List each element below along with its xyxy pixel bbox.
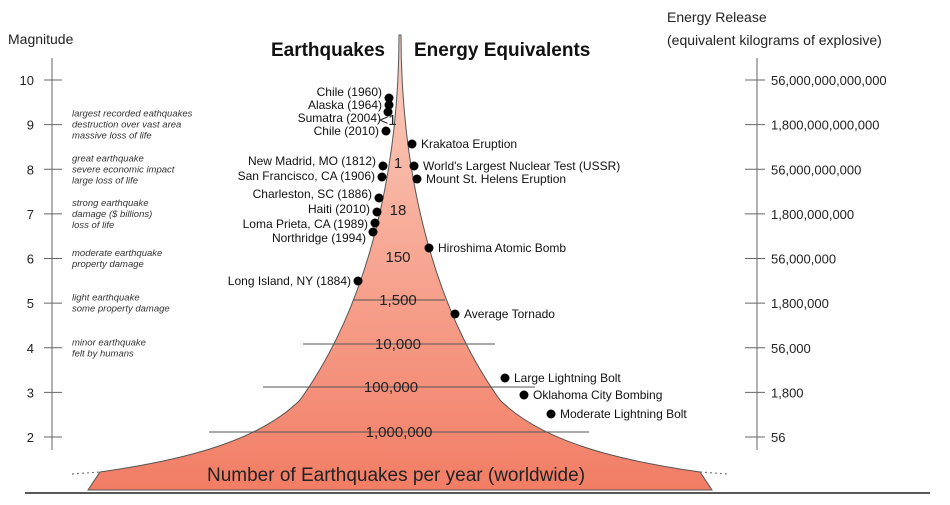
energy-equivalent-point <box>450 309 460 319</box>
earthquake-label: New Madrid, MO (1812) <box>248 154 376 168</box>
energy-tick-label: 56 <box>771 430 785 445</box>
energy-equivalent-point <box>412 174 422 184</box>
earthquake-point <box>378 161 388 171</box>
earthquake-count-label: 1 <box>394 155 402 172</box>
funnel-base-left-dots <box>71 471 101 475</box>
magnitude-description: some property damage <box>72 304 170 315</box>
energy-tick-label: 1,800,000,000 <box>771 207 854 222</box>
magnitude-description: moderate earthquake <box>72 248 162 259</box>
title-energy-equivalents: Energy Equivalents <box>414 40 590 61</box>
magnitude-tick-label: 6 <box>27 252 34 267</box>
right-axis-label-line1: Energy Release <box>667 9 767 25</box>
magnitude-description: severe economic impact <box>72 164 175 175</box>
magnitude-tick-label: 2 <box>27 430 34 445</box>
magnitude-description: large loss of life <box>72 175 138 186</box>
energy-tick-label: 56,000,000 <box>771 252 836 267</box>
energy-equivalent-point <box>500 373 510 383</box>
energy-equivalent-label: Mount St. Helens Eruption <box>426 172 566 186</box>
earthquake-point <box>377 172 387 182</box>
magnitude-description: great earthquake <box>72 153 144 164</box>
earthquake-label: Loma Prieta, CA (1989) <box>243 217 368 231</box>
magnitude-tick-label: 9 <box>27 118 34 133</box>
earthquake-point <box>384 93 394 103</box>
magnitude-description: felt by humans <box>72 348 134 359</box>
magnitude-description: strong earthquake <box>72 198 149 209</box>
energy-equivalent-point <box>519 390 529 400</box>
energy-equivalent-point <box>424 243 434 253</box>
earthquake-point <box>384 100 394 110</box>
earthquake-point <box>383 107 393 117</box>
earthquake-point <box>368 227 378 237</box>
energy-equivalent-label: World's Largest Nuclear Test (USSR) <box>423 159 620 173</box>
earthquake-label: Sumatra (2004) <box>298 111 381 125</box>
energy-equivalent-point <box>407 139 417 149</box>
magnitude-description: minor earthquake <box>72 337 146 348</box>
energy-equivalent-label: Hiroshima Atomic Bomb <box>438 241 566 255</box>
energy-tick-label: 56,000,000,000,000 <box>771 73 887 88</box>
funnel-base-right-dots <box>699 471 729 475</box>
earthquake-point <box>381 126 391 136</box>
earthquake-label: Northridge (1994) <box>272 231 366 245</box>
earthquake-label: Chile (1960) <box>317 85 382 99</box>
earthquake-count-label: 10,000 <box>375 336 421 353</box>
earthquake-label: Charleston, SC (1886) <box>253 187 372 201</box>
magnitude-tick-label: 5 <box>27 296 34 311</box>
earthquake-count-label: 100,000 <box>364 379 418 396</box>
magnitude-tick-label: 10 <box>20 73 34 88</box>
earthquake-count-label: 150 <box>385 249 410 266</box>
right-axis-label-line2: (equivalent kilograms of explosive) <box>667 32 882 48</box>
earthquake-label: San Francisco, CA (1906) <box>238 169 375 183</box>
magnitude-tick-label: 4 <box>27 341 34 356</box>
energy-tick-label: 1,800,000 <box>771 296 829 311</box>
earthquake-label: Long Island, NY (1884) <box>228 274 351 288</box>
energy-equivalent-point <box>409 161 419 171</box>
right-axis: Energy Release (equivalent kilograms of … <box>667 9 887 450</box>
magnitude-tick-label: 3 <box>27 385 34 400</box>
energy-equivalent-label: Krakatoa Eruption <box>421 137 517 151</box>
earthquake-point <box>353 276 363 286</box>
magnitude-tick-label: 8 <box>27 162 34 177</box>
funnel-shape <box>87 34 713 491</box>
energy-tick-label: 1,800,000,000,000 <box>771 118 879 133</box>
title-bottom: Number of Earthquakes per year (worldwid… <box>207 465 585 486</box>
magnitude-tick-label: 7 <box>27 207 34 222</box>
earthquake-point <box>370 218 380 228</box>
energy-equivalent-label: Moderate Lightning Bolt <box>560 407 687 421</box>
earthquake-label: Chile (2010) <box>314 124 379 138</box>
energy-equivalent-label: Large Lightning Bolt <box>514 371 621 385</box>
magnitude-description: destruction over vast area <box>72 120 181 131</box>
energy-tick-label: 56,000 <box>771 341 811 356</box>
earthquake-label: Alaska (1964) <box>308 98 382 112</box>
energy-equivalent-label: Average Tornado <box>464 307 555 321</box>
magnitude-description: light earthquake <box>72 293 140 304</box>
magnitude-description: largest recorded eathquakes <box>72 109 193 120</box>
energy-tick-label: 1,800 <box>771 385 804 400</box>
magnitude-description: property damage <box>71 259 144 270</box>
earthquake-count-label: 1,000,000 <box>366 424 433 441</box>
earthquake-count-label: <1 <box>379 112 396 129</box>
earthquake-label: Haiti (2010) <box>308 202 370 216</box>
magnitude-description: damage ($ billions) <box>72 209 152 220</box>
earthquake-count-label: 1,500 <box>379 292 417 309</box>
earthquake-point <box>372 207 382 217</box>
energy-tick-label: 56,000,000,000 <box>771 162 861 177</box>
left-axis: Magnitude 10 9 largest recorded eathquakes… <box>8 31 193 450</box>
earthquake-point <box>374 193 384 203</box>
title-earthquakes: Earthquakes <box>271 40 385 61</box>
energy-equivalent-point <box>546 409 556 419</box>
energy-equivalent-label: Oklahoma City Bombing <box>533 388 662 402</box>
earthquake-count-label: 18 <box>390 202 407 219</box>
left-axis-label: Magnitude <box>8 31 74 47</box>
magnitude-description: loss of life <box>72 220 114 231</box>
magnitude-description: massive loss of life <box>72 131 152 142</box>
